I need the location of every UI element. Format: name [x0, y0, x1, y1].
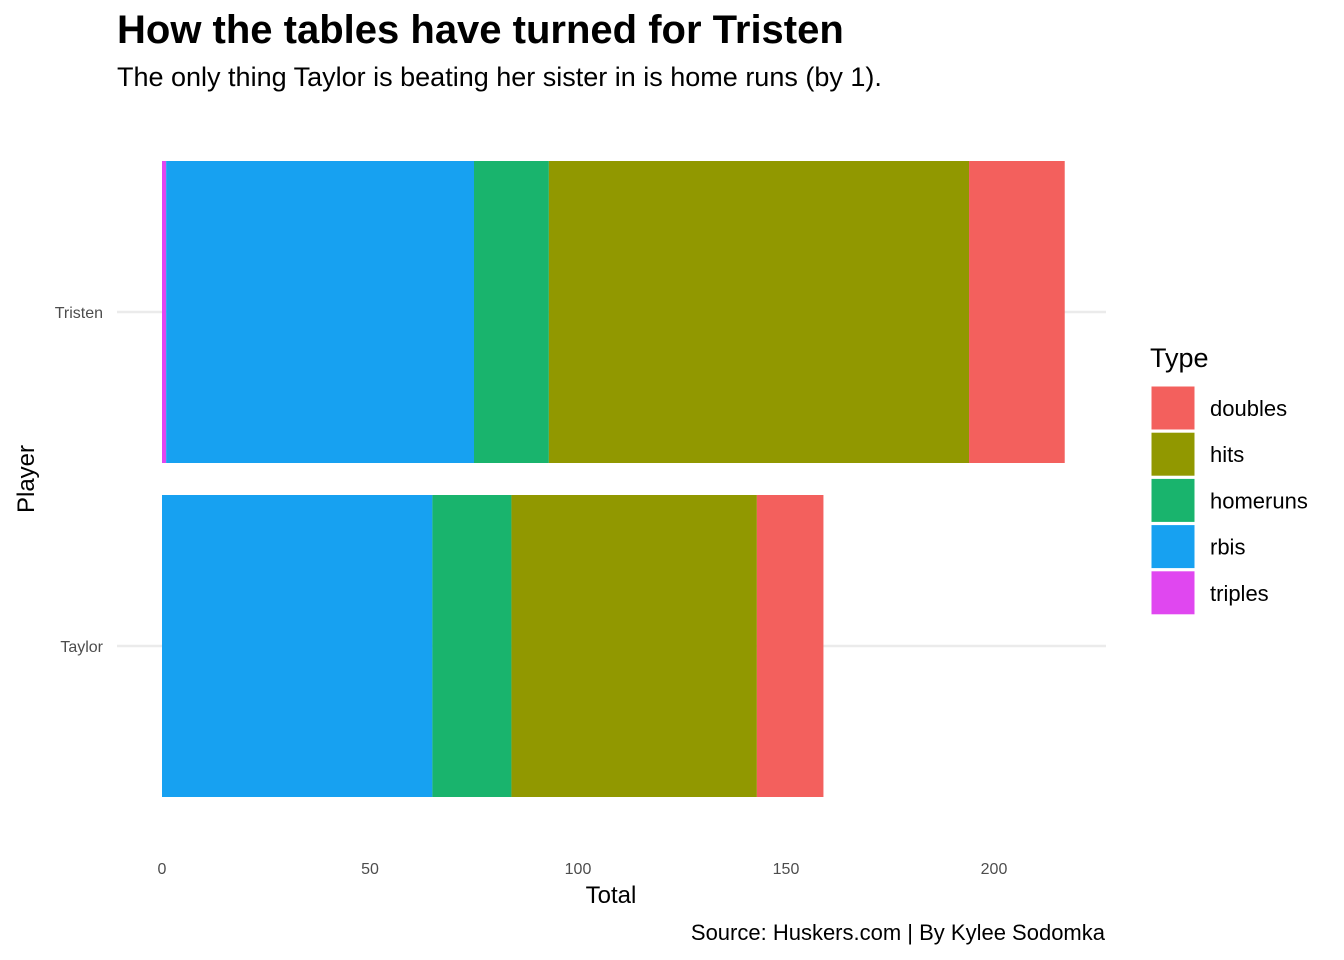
legend-key-rbis: [1150, 524, 1196, 570]
x-tick-label-100: 100: [565, 861, 592, 878]
legend-key-hits: [1150, 431, 1196, 477]
legend-label-rbis: rbis: [1210, 535, 1245, 560]
legend-title: Type: [1150, 343, 1209, 373]
x-axis-ticks: 0 50 100 150 200: [158, 861, 1008, 878]
legend-label-homeruns: homeruns: [1210, 488, 1308, 513]
bar-tristen-hits: [548, 161, 970, 463]
legend-label-hits: hits: [1210, 442, 1244, 467]
bar-taylor-rbis: [162, 495, 433, 797]
chart-title: How the tables have turned for Tristen: [117, 8, 844, 52]
x-tick-label-150: 150: [773, 861, 800, 878]
bar-taylor-hits: [511, 495, 757, 797]
legend-key-doubles: [1150, 385, 1196, 431]
bar-taylor-homeruns: [432, 495, 512, 797]
y-tick-label-tristen: Tristen: [55, 305, 103, 322]
bars: [162, 161, 1065, 797]
chart-caption: Source: Huskers.com | By Kylee Sodomka: [690, 920, 1105, 945]
bar-tristen-doubles: [969, 161, 1065, 463]
bar-tristen-homeruns: [474, 161, 549, 463]
y-axis-title: Player: [13, 445, 40, 513]
legend-key-homeruns: [1150, 477, 1196, 523]
bar-tristen-rbis: [166, 161, 474, 463]
y-tick-label-taylor: Taylor: [60, 639, 103, 656]
y-axis-ticks: Tristen Taylor: [55, 305, 104, 656]
x-axis-title: Total: [586, 882, 637, 909]
legend: Type doubles hits homeruns rbis triples: [1150, 343, 1308, 616]
legend-label-triples: triples: [1210, 581, 1269, 606]
x-tick-label-200: 200: [981, 861, 1008, 878]
legend-key-triples: [1150, 570, 1196, 616]
x-tick-label-50: 50: [361, 861, 379, 878]
chart-subtitle: The only thing Taylor is beating her sis…: [117, 62, 882, 92]
legend-label-doubles: doubles: [1210, 396, 1287, 421]
x-tick-label-0: 0: [158, 861, 167, 878]
bar-tristen-triples: [162, 161, 167, 463]
bar-taylor-doubles: [756, 495, 824, 797]
